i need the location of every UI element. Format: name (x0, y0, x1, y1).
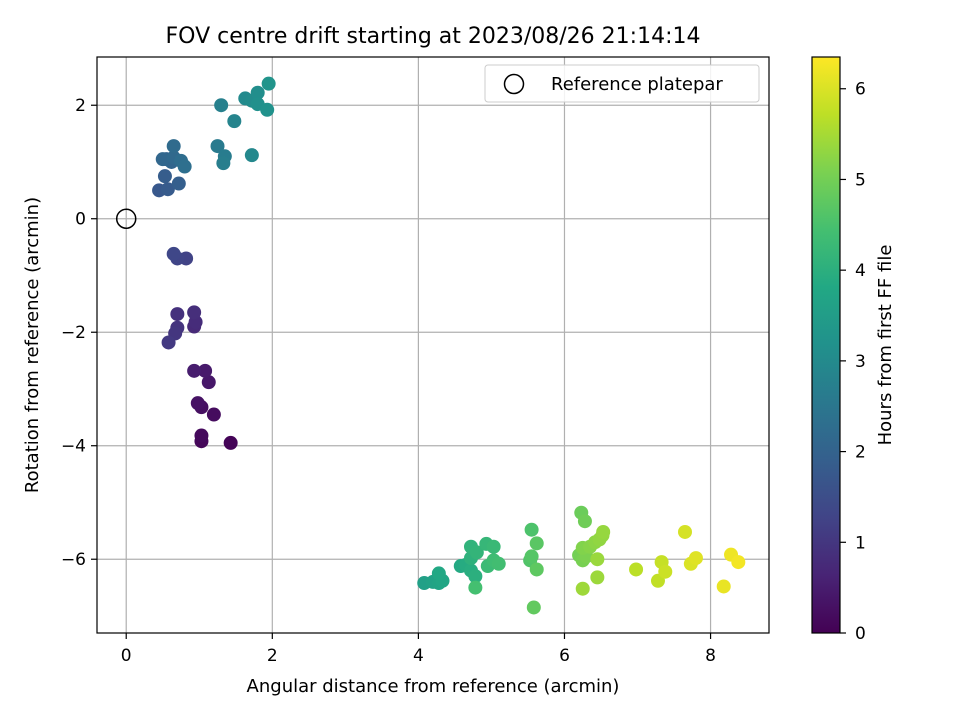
legend-label: Reference platepar (551, 74, 723, 95)
data-point (731, 555, 746, 570)
legend-box (484, 64, 760, 103)
y-tick-label: −2 (61, 323, 86, 343)
data-point (261, 76, 276, 91)
data-point (529, 562, 544, 577)
data-point (206, 407, 221, 422)
data-point (629, 562, 644, 577)
data-point (201, 375, 216, 390)
data-point (170, 307, 185, 322)
data-point (678, 524, 692, 539)
x-tick-label: 4 (413, 646, 424, 666)
x-tick-label: 6 (559, 646, 570, 666)
x-axis-label: Angular distance from reference (arcmin) (247, 676, 620, 697)
data-point (468, 580, 483, 595)
colorbar-tick-label: 2 (855, 443, 866, 463)
y-axis-label: Rotation from reference (arcmin) (22, 197, 43, 493)
colorbar-ticks: 0 1 2 3 4 5 6 (840, 80, 866, 644)
chart-title: FOV centre drift starting at 2023/08/26 … (166, 24, 701, 49)
data-point (227, 114, 242, 129)
data-point (171, 176, 186, 191)
data-point (524, 522, 539, 537)
data-point (260, 102, 275, 117)
data-point (187, 305, 202, 320)
data-point (160, 182, 175, 197)
data-point (529, 536, 544, 551)
data-point (210, 139, 225, 154)
data-point (216, 156, 231, 171)
colorbar-tick-label: 0 (855, 624, 866, 644)
colorbar (811, 56, 841, 634)
data-point (187, 363, 202, 378)
data-point (157, 169, 172, 184)
reference-platepar-marker (115, 208, 137, 229)
data-point (190, 396, 205, 411)
data-point (214, 98, 229, 113)
colorbar-tick-label: 1 (855, 533, 866, 553)
data-point (577, 514, 592, 529)
data-point (575, 581, 590, 596)
legend-marker-icon (503, 73, 525, 95)
data-point (194, 428, 209, 443)
data-point (198, 363, 213, 378)
y-axis-ticks: 2 0 −2 −4 −6 (61, 96, 97, 570)
x-tick-label: 0 (121, 646, 132, 666)
colorbar-tick-label: 6 (855, 80, 866, 100)
data-point (155, 152, 170, 167)
y-tick-label: 0 (75, 210, 86, 230)
data-point (244, 148, 259, 163)
data-point (590, 552, 605, 567)
data-point (491, 556, 506, 571)
data-point (688, 551, 703, 566)
data-point (223, 435, 238, 450)
colorbar-tick-label: 5 (855, 170, 866, 190)
scatter-points (152, 76, 746, 615)
data-point (658, 564, 673, 579)
plot-frame (96, 56, 770, 634)
y-tick-label: −6 (61, 550, 86, 570)
data-point (716, 579, 731, 594)
data-point (526, 600, 541, 615)
data-point (431, 566, 446, 581)
data-point (166, 246, 181, 261)
data-point (250, 85, 265, 100)
colorbar-tick-label: 3 (855, 352, 866, 372)
data-point (468, 569, 483, 584)
colorbar-label: Hours from first FF file (875, 245, 896, 446)
data-point (486, 539, 501, 554)
data-point (524, 549, 539, 564)
data-point (161, 335, 176, 350)
data-point (177, 159, 192, 174)
x-tick-label: 8 (705, 646, 716, 666)
x-tick-label: 2 (267, 646, 278, 666)
data-point (596, 524, 611, 539)
x-axis-ticks: 0 2 4 6 8 (121, 633, 716, 666)
data-point (166, 139, 181, 154)
y-tick-label: −4 (61, 437, 86, 457)
data-point (469, 545, 484, 560)
y-tick-label: 2 (75, 96, 86, 116)
grid-lines (97, 57, 769, 633)
legend: Reference platepar (484, 64, 760, 103)
data-point (590, 570, 605, 585)
colorbar-tick-label: 4 (855, 261, 866, 281)
